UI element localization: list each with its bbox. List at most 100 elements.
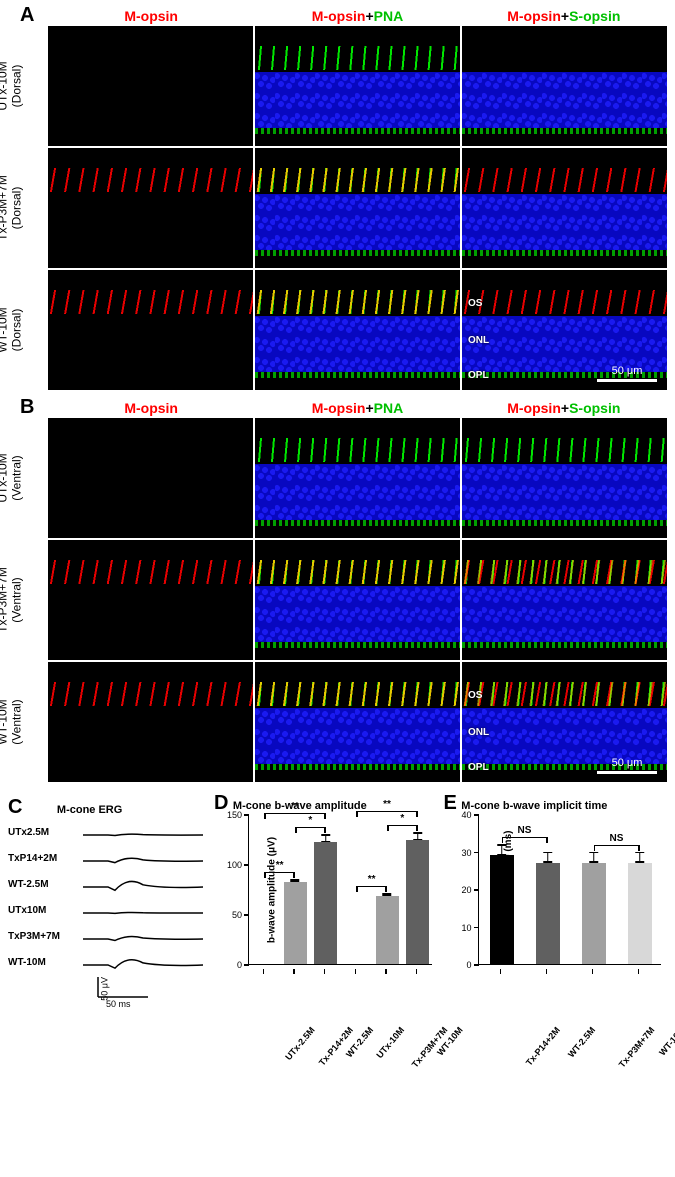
micrograph [255, 540, 460, 660]
erg-waveform [78, 845, 208, 871]
retina-layer-label: OS [468, 690, 482, 701]
column-header: M-opsin [48, 400, 254, 416]
panel-b-column-headers: M-opsinM-opsin+PNAM-opsin+S-opsin [48, 400, 667, 416]
panel-d-title: M-cone b-wave amplitude [233, 800, 367, 812]
erg-waveform [78, 949, 208, 975]
erg-trace-label: WT-2.5M [8, 879, 78, 890]
bar [406, 840, 429, 964]
bar [628, 863, 652, 964]
erg-scale-x: 50 ms [106, 999, 131, 1009]
micrograph [48, 418, 253, 538]
retina-layer-label: OPL [468, 762, 489, 773]
micrograph [48, 148, 253, 268]
chart-e-xlabels: Tx-P14+2MWT-2.5MTx-P3M+7MWT-10M [478, 969, 668, 1025]
erg-waveform [78, 923, 208, 949]
erg-scale: 50 μV 50 ms [78, 977, 208, 1007]
erg-trace-row: TxP14+2M [8, 845, 208, 871]
erg-waveform [78, 897, 208, 923]
micrograph [255, 418, 460, 538]
chart-e-area: b-wave implicit time (ms) 010203040NSNS [478, 815, 662, 965]
panel-c: C M-cone ERG UTx2.5M TxP14+2M WT-2.5M UTx10… [8, 792, 208, 1025]
erg-trace-label: UTx10M [8, 905, 78, 916]
micrograph-row: Tx-P3M+7M(Dorsal) [48, 148, 667, 268]
erg-waveform [78, 819, 208, 845]
significance-label: NS [610, 833, 624, 844]
x-tick-label: Tx-P14+2M [523, 1025, 561, 1068]
x-tick-label: UTx-10M [375, 1025, 407, 1060]
micrograph [48, 26, 253, 146]
bar [536, 863, 560, 964]
row-label: WT-10M(Dorsal) [0, 270, 24, 390]
significance-bracket [356, 886, 387, 891]
row-label: UTx-10M(Ventral) [0, 418, 24, 538]
significance-bracket [264, 872, 295, 877]
retina-layer-label: ONL [468, 727, 489, 738]
micrograph [48, 270, 253, 390]
erg-traces: UTx2.5M TxP14+2M WT-2.5M UTx10M TxP3M+7M WT-1… [8, 819, 208, 975]
significance-bracket [502, 837, 548, 842]
bar [582, 863, 606, 964]
panel-b-label: B [20, 396, 34, 419]
y-tick-label: 10 [461, 923, 471, 933]
row-label: UTx-10M(Dorsal) [0, 26, 24, 146]
micrograph [462, 418, 667, 538]
bar [490, 855, 514, 964]
panel-a: A M-opsinM-opsin+PNAM-opsin+S-opsin UTx-… [8, 8, 667, 390]
panel-a-column-headers: M-opsinM-opsin+PNAM-opsin+S-opsin [48, 8, 667, 24]
significance-bracket [594, 845, 640, 850]
micrograph [462, 26, 667, 146]
micrograph: OSONLOPL50 μm [462, 270, 667, 390]
row-label: Tx-P3M+7M(Dorsal) [0, 148, 24, 268]
micrograph [255, 148, 460, 268]
column-header: M-opsin [48, 8, 254, 24]
chart-d-ylabel: b-wave amplitude (μV) [267, 836, 278, 942]
panel-c-title: M-cone ERG [57, 804, 122, 816]
y-tick-label: 0 [466, 960, 471, 970]
micrograph [48, 662, 253, 782]
erg-trace-label: TxP3M+7M [8, 931, 78, 942]
micrograph [462, 148, 667, 268]
y-tick-label: 20 [461, 885, 471, 895]
micrograph [462, 540, 667, 660]
chart-d-xlabels: UTx-2.5MTx-P14+2MWT-2.5MUTx-10MTx-P3M+7M… [248, 969, 438, 1025]
erg-trace-label: TxP14+2M [8, 853, 78, 864]
retina-layer-label: ONL [468, 335, 489, 346]
panel-d: D M-cone b-wave amplitude b-wave amplitu… [214, 792, 438, 1025]
micrograph [255, 26, 460, 146]
row-label: WT-10M(Ventral) [0, 662, 24, 782]
micrograph [255, 270, 460, 390]
panel-a-label: A [20, 4, 34, 27]
bottom-panels: C M-cone ERG UTx2.5M TxP14+2M WT-2.5M UTx10… [8, 792, 667, 1025]
micrograph: OSONLOPL50 μm [462, 662, 667, 782]
y-tick-label: 150 [227, 810, 242, 820]
significance-label: NS [518, 825, 532, 836]
panel-b-rows: UTx-10M(Ventral)Tx-P3M+7M(Ventral)WT-10M… [48, 418, 667, 782]
y-tick-label: 50 [232, 910, 242, 920]
significance-label: ** [276, 860, 284, 871]
significance-bracket [356, 811, 417, 816]
y-tick-label: 40 [461, 810, 471, 820]
column-header: M-opsin+S-opsin [461, 8, 667, 24]
scale-bar: 50 μm [597, 365, 657, 382]
panel-e-title: M-cone b-wave implicit time [461, 800, 607, 812]
micrograph-row: WT-10M(Dorsal)OSONLOPL50 μm [48, 270, 667, 390]
micrograph-row: WT-10M(Ventral)OSONLOPL50 μm [48, 662, 667, 782]
micrograph-row: UTx-10M(Dorsal) [48, 26, 667, 146]
x-tick-label: WT-2.5M [566, 1025, 597, 1059]
column-header: M-opsin+PNA [254, 8, 460, 24]
row-label: Tx-P3M+7M(Ventral) [0, 540, 24, 660]
micrograph-row: UTx-10M(Ventral) [48, 418, 667, 538]
y-tick-label: 30 [461, 848, 471, 858]
erg-trace-row: UTx2.5M [8, 819, 208, 845]
panel-c-label: C [8, 796, 22, 818]
retina-layer-label: OPL [468, 370, 489, 381]
bar [284, 882, 307, 964]
x-tick-label: WT-10M [657, 1025, 675, 1057]
panel-a-rows: UTx-10M(Dorsal)Tx-P3M+7M(Dorsal)WT-10M(D… [48, 26, 667, 390]
erg-trace-row: WT-10M [8, 949, 208, 975]
bar [314, 842, 337, 964]
micrograph [48, 540, 253, 660]
significance-bracket [295, 827, 326, 832]
micrograph [255, 662, 460, 782]
column-header: M-opsin+S-opsin [461, 400, 667, 416]
